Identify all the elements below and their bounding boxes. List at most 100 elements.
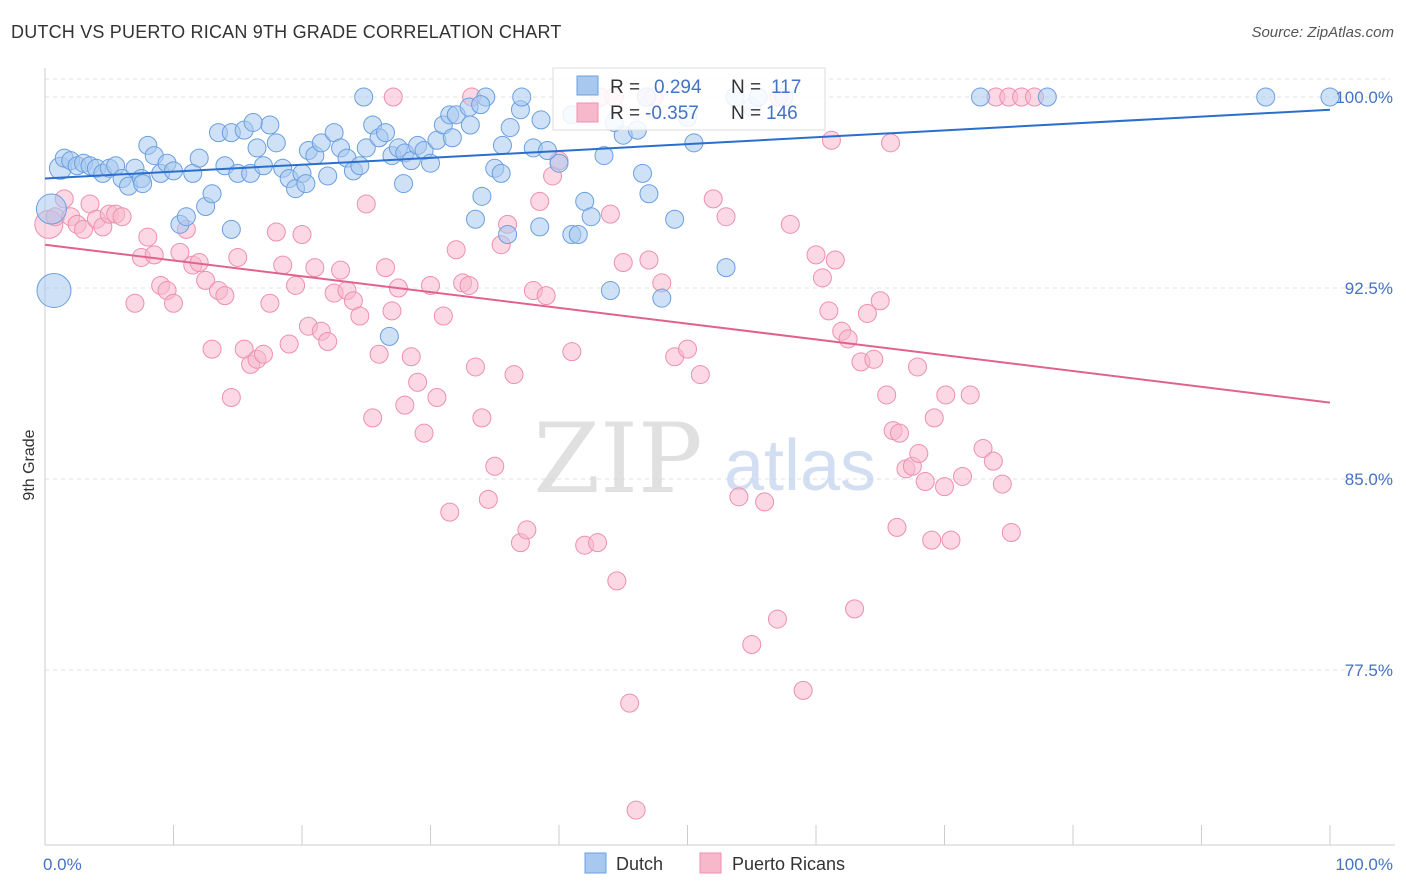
puerto-ricans-point bbox=[440, 502, 460, 522]
puerto-ricans-point bbox=[908, 357, 928, 377]
puerto-ricans-point bbox=[363, 408, 383, 428]
puerto-ricans-point bbox=[433, 306, 453, 326]
puerto-ricans-point bbox=[780, 214, 800, 234]
y-tick-label: 92.5% bbox=[1345, 279, 1393, 298]
puerto-ricans-point bbox=[690, 365, 710, 385]
puerto-ricans-point bbox=[1001, 522, 1021, 542]
dutch-point bbox=[549, 153, 569, 173]
puerto-ricans-point bbox=[825, 250, 845, 270]
puerto-ricans-point bbox=[845, 599, 865, 619]
dutch-point bbox=[581, 207, 601, 227]
legend-pr-label: Puerto Ricans bbox=[732, 854, 845, 874]
legend-dutch-label: Dutch bbox=[616, 854, 663, 874]
puerto-ricans-point bbox=[260, 293, 280, 313]
dutch-point bbox=[356, 138, 376, 158]
puerto-ricans-point bbox=[716, 207, 736, 227]
dutch-point bbox=[471, 95, 491, 115]
dutch-point bbox=[600, 281, 620, 301]
puerto-ricans-point bbox=[703, 189, 723, 209]
puerto-ricans-point bbox=[767, 609, 787, 629]
dutch-point bbox=[633, 163, 653, 183]
puerto-ricans-point bbox=[935, 477, 954, 497]
dutch-point bbox=[318, 166, 338, 186]
dutch-point bbox=[500, 118, 520, 138]
pr-stat-swatch bbox=[576, 102, 599, 123]
puerto-ricans-point bbox=[74, 219, 94, 239]
dutch-n-label: N = bbox=[731, 77, 761, 98]
source-attribution: Source: ZipAtlas.com bbox=[1251, 24, 1394, 41]
puerto-ricans-point bbox=[870, 291, 890, 311]
dutch-point bbox=[202, 184, 222, 204]
puerto-ricans-point bbox=[890, 423, 910, 443]
dutch-point bbox=[472, 186, 492, 206]
dutch-point bbox=[221, 219, 241, 239]
dutch-point bbox=[665, 209, 685, 229]
puerto-ricans-point bbox=[626, 800, 646, 820]
y-tick-label: 100.0% bbox=[1335, 88, 1393, 107]
puerto-ricans-point bbox=[465, 357, 485, 377]
puerto-ricans-point bbox=[144, 245, 164, 265]
dutch-point bbox=[716, 258, 736, 278]
puerto-ricans-point bbox=[383, 87, 403, 107]
dutch-trend-line bbox=[44, 108, 1331, 180]
dutch-point bbox=[311, 133, 331, 153]
puerto-ricans-point bbox=[504, 365, 524, 385]
dutch-point bbox=[379, 326, 399, 346]
puerto-ricans-point bbox=[427, 388, 447, 408]
puerto-ricans-point bbox=[485, 456, 505, 476]
puerto-ricans-point bbox=[292, 225, 312, 245]
puerto-ricans-point bbox=[478, 489, 498, 509]
dutch-point bbox=[512, 87, 532, 107]
puerto-ricans-point bbox=[138, 227, 158, 247]
stats-legend-box: R = 0.294 N = 117 R = -0.357 N = 146 bbox=[552, 67, 826, 131]
dutch-point bbox=[442, 128, 462, 148]
puerto-ricans-point bbox=[356, 194, 376, 214]
puerto-ricans-point bbox=[613, 253, 633, 273]
x-tick-labels: 0.0% 100.0% bbox=[43, 855, 1393, 874]
puerto-ricans-point bbox=[459, 275, 479, 295]
puerto-ricans-point bbox=[620, 693, 640, 713]
puerto-ricans-point bbox=[909, 444, 929, 464]
puerto-ricans-point bbox=[973, 438, 993, 458]
puerto-ricans-point bbox=[857, 303, 877, 323]
puerto-ricans-point bbox=[350, 306, 370, 326]
watermark-zip: ZIP bbox=[533, 403, 702, 515]
puerto-ricans-point bbox=[639, 250, 659, 270]
bottom-legend: Dutch Puerto Ricans bbox=[584, 852, 845, 874]
dutch-point bbox=[243, 112, 263, 132]
puerto-ricans-point bbox=[421, 275, 440, 295]
puerto-ricans-point bbox=[395, 395, 415, 415]
dutch-point bbox=[970, 87, 990, 107]
puerto-ricans-point bbox=[607, 571, 627, 591]
y-tick-label: 77.5% bbox=[1345, 661, 1393, 680]
puerto-ricans-trend-line bbox=[44, 243, 1331, 404]
dutch-point bbox=[247, 138, 267, 158]
x-tick-label: 100.0% bbox=[1335, 855, 1393, 874]
x-tick-label: 0.0% bbox=[43, 855, 82, 874]
puerto-ricans-point bbox=[266, 222, 286, 242]
puerto-ricans-point bbox=[983, 451, 1003, 471]
dutch-point bbox=[492, 135, 512, 155]
puerto-ricans-point bbox=[202, 339, 222, 359]
dutch-point bbox=[568, 225, 588, 245]
chart-title: DUTCH VS PUERTO RICAN 9TH GRADE CORRELAT… bbox=[11, 22, 562, 42]
puerto-ricans-point bbox=[530, 191, 550, 211]
dutch-stat-swatch bbox=[576, 75, 599, 96]
dutch-point bbox=[260, 115, 280, 135]
puerto-ricans-point bbox=[318, 331, 338, 351]
puerto-ricans-point bbox=[369, 344, 389, 364]
puerto-ricans-point bbox=[729, 487, 749, 507]
pr-r-value: -0.357 bbox=[645, 103, 699, 124]
dutch-point bbox=[491, 163, 511, 183]
dutch-point bbox=[1037, 87, 1057, 107]
puerto-ricans-point bbox=[536, 286, 556, 306]
puerto-ricans-point bbox=[941, 530, 961, 550]
puerto-ricans-point bbox=[600, 204, 620, 224]
dutch-point bbox=[394, 174, 414, 194]
puerto-ricans-point bbox=[812, 268, 832, 288]
dutch-point bbox=[189, 148, 209, 168]
puerto-ricans-point bbox=[305, 258, 325, 278]
puerto-ricans-point bbox=[806, 245, 826, 265]
puerto-ricans-point bbox=[755, 492, 775, 512]
